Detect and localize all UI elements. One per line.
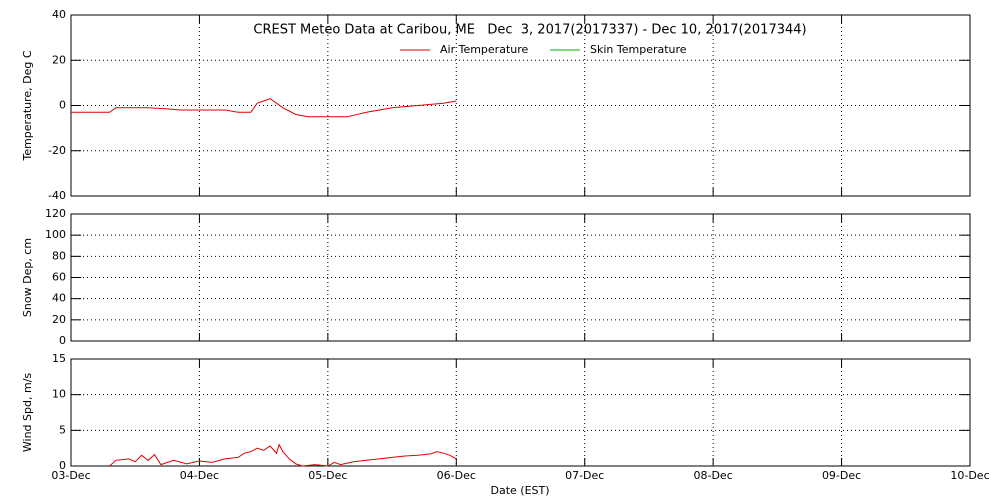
y-axis-label: Wind Spd, m/s: [21, 373, 34, 453]
y-tick-label: 5: [59, 423, 66, 436]
y-tick-label: 60: [52, 271, 66, 284]
x-tick-label: 10-Dec: [950, 469, 989, 482]
chart-title: CREST Meteo Data at Caribou, ME Dec 3, 2…: [253, 23, 806, 38]
x-axis-label: Date (EST): [490, 484, 549, 497]
y-tick-label: 15: [52, 352, 66, 365]
x-tick-label: 03-Dec: [51, 469, 90, 482]
plot-frame: [70, 358, 971, 467]
y-tick-label: 0: [59, 334, 66, 347]
y-tick-label: -20: [48, 144, 66, 157]
x-tick-label: 08-Dec: [694, 469, 733, 482]
plot-frame: [70, 213, 971, 342]
y-axis-label: Temperature, Deg C: [21, 50, 34, 161]
x-tick-label: 06-Dec: [437, 469, 476, 482]
x-tick-label: 04-Dec: [180, 469, 219, 482]
legend-label: Air Temperature: [440, 43, 529, 56]
y-tick-label: 100: [45, 228, 66, 241]
y-tick-label: 120: [45, 207, 66, 220]
y-tick-label: 0: [59, 99, 66, 112]
plot-frame: [70, 14, 971, 197]
y-tick-label: 20: [52, 313, 66, 326]
y-tick-label: 10: [52, 388, 66, 401]
y-tick-label: 40: [52, 292, 66, 305]
y-tick-label: -40: [48, 189, 66, 202]
y-axis-label: Snow Dep, cm: [21, 238, 34, 317]
data-line: [71, 98, 457, 118]
y-tick-label: 40: [52, 8, 66, 21]
x-tick-label: 07-Dec: [565, 469, 604, 482]
y-tick-label: 0: [59, 459, 66, 472]
x-tick-label: 05-Dec: [308, 469, 347, 482]
x-tick-label: 09-Dec: [822, 469, 861, 482]
y-tick-label: 20: [52, 53, 66, 66]
legend-label: Skin Temperature: [590, 43, 687, 56]
data-line: [109, 443, 457, 467]
y-tick-label: 80: [52, 249, 66, 262]
